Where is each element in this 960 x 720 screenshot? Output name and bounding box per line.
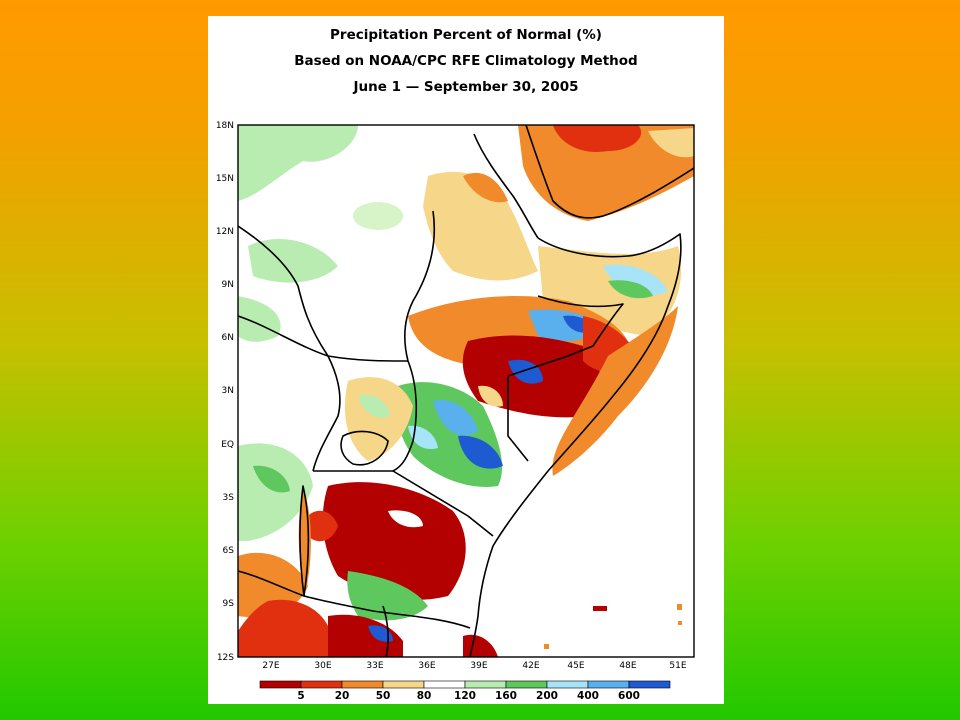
lat-tick-eq: EQ	[221, 440, 234, 450]
legend-swatch	[628, 680, 671, 689]
legend-label-600: 600	[618, 690, 640, 702]
legend-label-120: 120	[454, 690, 476, 702]
lon-tick-27e: 27E	[262, 661, 279, 671]
longitude-axis: 27E 30E 33E 36E 39E 42E 45E 48E 51E	[262, 661, 686, 671]
lon-tick-45e: 45E	[567, 661, 584, 671]
legend-label-80: 80	[417, 690, 432, 702]
color-legend: 5 20 50 80 120 160 200 400 600	[259, 680, 671, 702]
title-line-1: Precipitation Percent of Normal (%)	[330, 27, 602, 43]
legend-swatches	[259, 680, 671, 689]
map-title: Precipitation Percent of Normal (%) Base…	[208, 22, 724, 100]
lon-tick-42e: 42E	[522, 661, 539, 671]
lon-tick-36e: 36E	[418, 661, 435, 671]
legend-swatch	[259, 680, 302, 689]
lat-tick-18n: 18N	[216, 121, 234, 131]
lat-tick-6s: 6S	[223, 546, 235, 556]
lat-tick-9s: 9S	[223, 599, 235, 609]
precip-field	[238, 125, 694, 657]
legend-label-5: 5	[297, 690, 304, 702]
title-line-2: Based on NOAA/CPC RFE Climatology Method	[294, 53, 638, 69]
legend-swatch	[300, 680, 343, 689]
legend-swatch	[382, 680, 425, 689]
legend-swatch	[423, 680, 466, 689]
lat-tick-12s: 12S	[217, 653, 234, 663]
lon-tick-48e: 48E	[619, 661, 636, 671]
lon-tick-39e: 39E	[470, 661, 487, 671]
legend-swatch	[464, 680, 507, 689]
title-line-3: June 1 — September 30, 2005	[353, 79, 579, 95]
lat-tick-3n: 3N	[222, 386, 234, 396]
slide-panel: Precipitation Percent of Normal (%) Base…	[208, 16, 724, 704]
legend-label-160: 160	[495, 690, 517, 702]
legend-label-20: 20	[335, 690, 350, 702]
boundaries	[238, 125, 694, 657]
legend-swatch	[505, 680, 548, 689]
legend-swatch	[587, 680, 630, 689]
precipitation-map: 18N 15N 12N 9N 6N 3N EQ 3S 6S 9S 12S 27E…	[216, 121, 695, 702]
plot-frame	[237, 124, 695, 658]
legend-label-200: 200	[536, 690, 558, 702]
lat-tick-6n: 6N	[222, 333, 234, 343]
lon-tick-33e: 33E	[366, 661, 383, 671]
lat-tick-3s: 3S	[223, 493, 235, 503]
lat-tick-12n: 12N	[216, 227, 234, 237]
legend-label-50: 50	[376, 690, 391, 702]
legend-swatch	[546, 680, 589, 689]
lon-tick-30e: 30E	[314, 661, 331, 671]
lat-tick-9n: 9N	[222, 280, 234, 290]
legend-label-400: 400	[577, 690, 599, 702]
legend-swatch	[341, 680, 384, 689]
lon-tick-51e: 51E	[669, 661, 686, 671]
latitude-axis: 18N 15N 12N 9N 6N 3N EQ 3S 6S 9S 12S	[216, 121, 234, 663]
lat-tick-15n: 15N	[216, 174, 234, 184]
